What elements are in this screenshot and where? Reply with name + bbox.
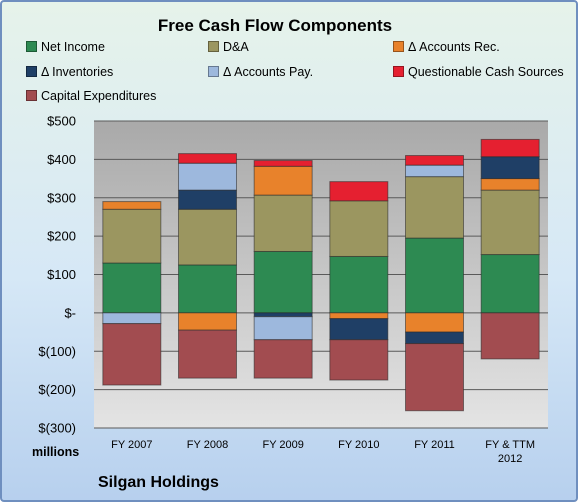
- bar-segment: [480, 254, 540, 314]
- bar-segment: [329, 181, 389, 202]
- legend-label: Δ Inventories: [41, 65, 114, 79]
- x-tick-label: 2012: [498, 453, 522, 465]
- y-tick-label: $500: [47, 114, 76, 129]
- bar-segment: [405, 164, 464, 178]
- bar-segment: [253, 312, 313, 318]
- bar-segment: [178, 264, 237, 314]
- legend-label: Questionable Cash Sources: [408, 65, 564, 79]
- legend-swatch: [393, 41, 404, 52]
- bar-segment: [405, 331, 464, 345]
- legend-item-da: D&A: [208, 40, 249, 54]
- legend-label: Δ Accounts Pay.: [223, 65, 314, 79]
- bar-segment: [253, 339, 313, 379]
- legend-label: Δ Accounts Rec.: [408, 40, 500, 54]
- bar-segment: [329, 200, 389, 257]
- bar-segment: [329, 339, 389, 381]
- x-tick-label: FY & TTM: [485, 439, 535, 451]
- gridlines: [94, 120, 548, 429]
- y-tick-label: $(300): [38, 421, 76, 436]
- company-label: Silgan Holdings: [98, 474, 219, 491]
- x-tick-label: FY 2011: [414, 439, 455, 451]
- bar-segment: [102, 208, 162, 264]
- legend-item-accounts-rec: Δ Accounts Rec.: [393, 40, 500, 54]
- bar-segment: [329, 255, 389, 314]
- x-tick-label: FY 2009: [262, 439, 303, 451]
- legend-swatch: [208, 66, 219, 77]
- bar-segment: [102, 201, 162, 210]
- bar-segment: [253, 194, 313, 252]
- bar-segment: [405, 343, 464, 412]
- legend-swatch: [26, 66, 37, 77]
- bar-segment: [253, 250, 313, 314]
- legend-item-inventories: Δ Inventories: [26, 65, 113, 79]
- bar-segment: [102, 323, 162, 386]
- x-axis: FY 2007 FY 2008 FY 2009 FY 2010 FY 2011 FY & …: [111, 439, 535, 465]
- legend-label: Net Income: [41, 40, 105, 54]
- bar-segment: [329, 318, 389, 341]
- legend-item-net-income: Net Income: [26, 40, 105, 54]
- legend-swatch: [208, 41, 219, 52]
- y-tick-label: $300: [47, 190, 76, 205]
- bar-segment: [253, 316, 313, 341]
- bar-segment: [329, 312, 389, 320]
- bar-segment: [178, 153, 237, 164]
- y-tick-label: $200: [47, 229, 76, 244]
- bar-segment: [405, 312, 464, 333]
- x-tick-label: FY 2007: [111, 439, 152, 451]
- bar-segment: [102, 262, 162, 314]
- y-tick-label: $(100): [38, 344, 76, 359]
- bar-segment: [102, 312, 162, 325]
- x-tick-label: FY 2010: [338, 439, 379, 451]
- y-tick-label: $-: [64, 305, 76, 320]
- chart-title: Free Cash Flow Components: [157, 16, 393, 35]
- y-axis: $500 $400 $300 $200 $100 $- $(100) $(200) $(300): [38, 114, 76, 436]
- bar-segment: [178, 162, 237, 191]
- bar-segment: [253, 160, 313, 167]
- legend-item-accounts-pay: Δ Accounts Pay.: [208, 65, 313, 79]
- bar-segment: [178, 208, 237, 266]
- bar-segment: [480, 312, 540, 360]
- bar-segment: [178, 189, 237, 210]
- legend-swatch: [26, 90, 37, 101]
- legend-item-capex: Capital Expenditures: [26, 89, 156, 103]
- y-tick-label: $400: [47, 152, 76, 167]
- y-tick-label: $(200): [38, 382, 76, 397]
- bar-segment: [480, 178, 540, 191]
- units-label: millions: [32, 445, 80, 459]
- legend-label: D&A: [223, 40, 249, 54]
- bar-segment: [405, 155, 464, 166]
- bar-segment: [480, 189, 540, 256]
- y-tick-label: $100: [47, 267, 76, 282]
- legend-swatch: [393, 66, 404, 77]
- bar-segment: [405, 237, 464, 314]
- legend-label: Capital Expenditures: [41, 89, 157, 103]
- bars: [102, 138, 540, 412]
- bar-segment: [178, 312, 237, 331]
- bar-segment: [253, 165, 313, 196]
- legend-swatch: [26, 41, 37, 52]
- x-tick-label: FY 2008: [187, 439, 228, 451]
- legend-item-questionable: Questionable Cash Sources: [393, 65, 564, 79]
- bar-segment: [405, 176, 464, 239]
- bar-segment: [480, 138, 540, 158]
- bar-segment: [178, 329, 237, 379]
- bar-segment: [480, 156, 540, 180]
